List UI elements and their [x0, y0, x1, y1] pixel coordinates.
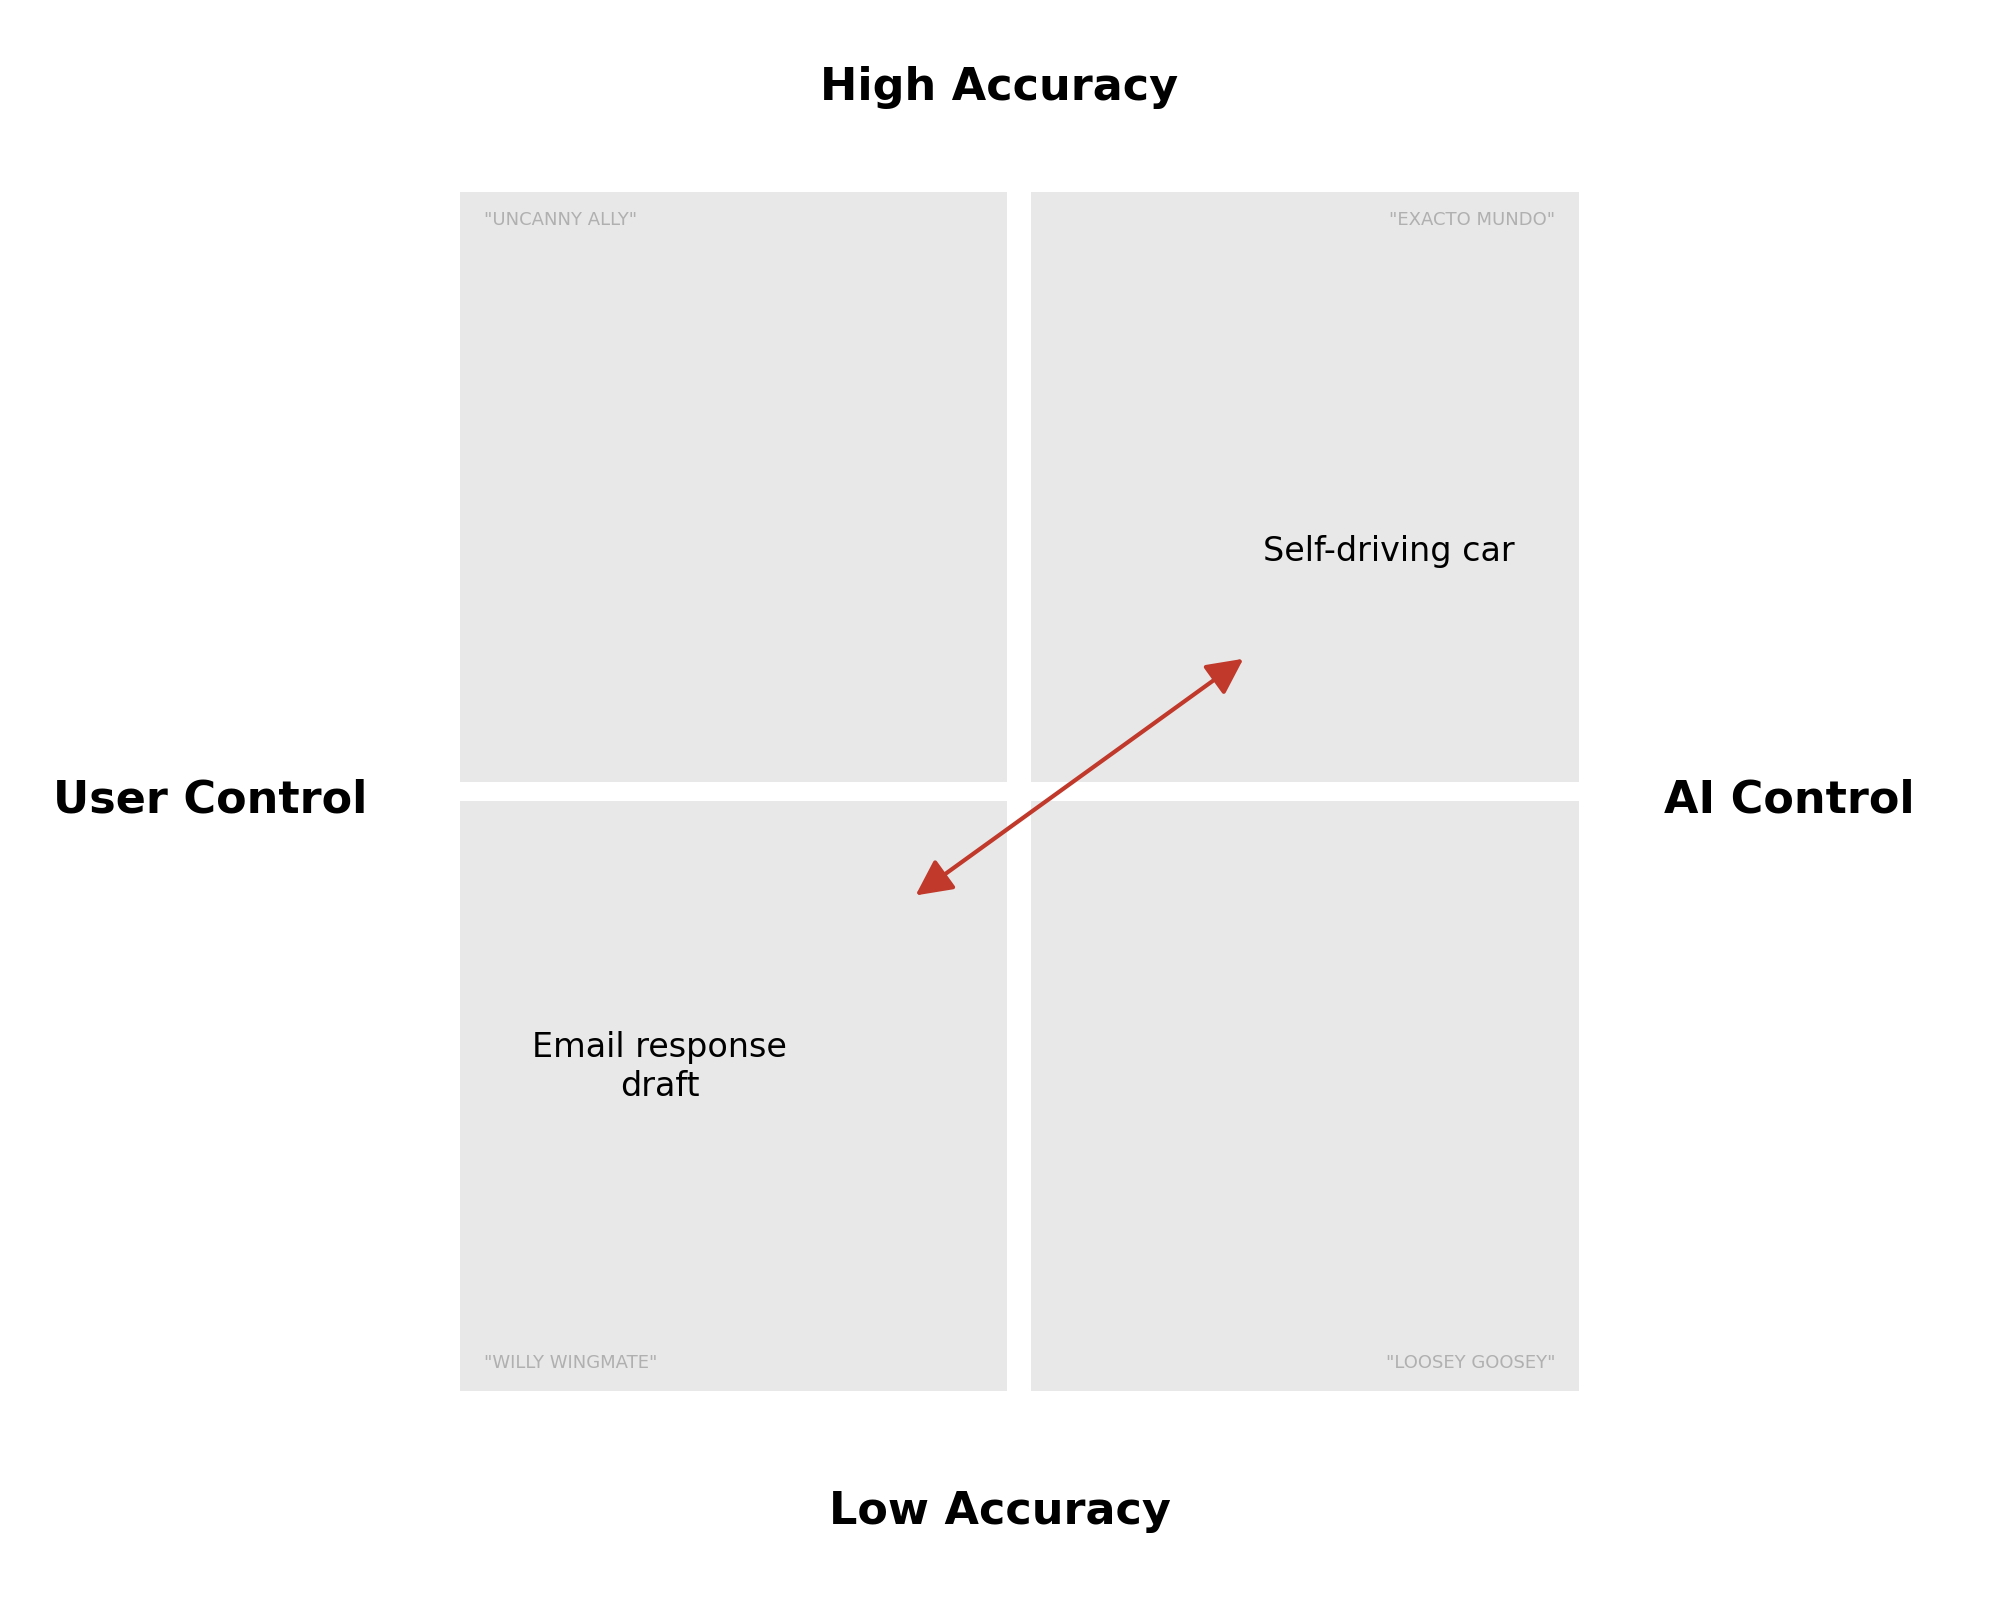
- Text: "UNCANNY ALLY": "UNCANNY ALLY": [484, 211, 637, 229]
- Text: "LOOSEY GOOSEY": "LOOSEY GOOSEY": [1385, 1354, 1554, 1372]
- Bar: [460, 801, 1007, 1391]
- Text: High Accuracy: High Accuracy: [819, 67, 1179, 109]
- Text: "EXACTO MUNDO": "EXACTO MUNDO": [1389, 211, 1554, 229]
- Bar: [1031, 801, 1578, 1391]
- Text: User Control: User Control: [52, 779, 368, 820]
- Text: Email response
draft: Email response draft: [531, 1031, 787, 1103]
- Bar: [460, 192, 1007, 782]
- Text: AI Control: AI Control: [1662, 779, 1914, 820]
- Bar: [1031, 192, 1578, 782]
- Text: Low Accuracy: Low Accuracy: [827, 1490, 1171, 1532]
- Text: Self-driving car: Self-driving car: [1263, 534, 1514, 568]
- Text: "WILLY WINGMATE": "WILLY WINGMATE": [484, 1354, 657, 1372]
